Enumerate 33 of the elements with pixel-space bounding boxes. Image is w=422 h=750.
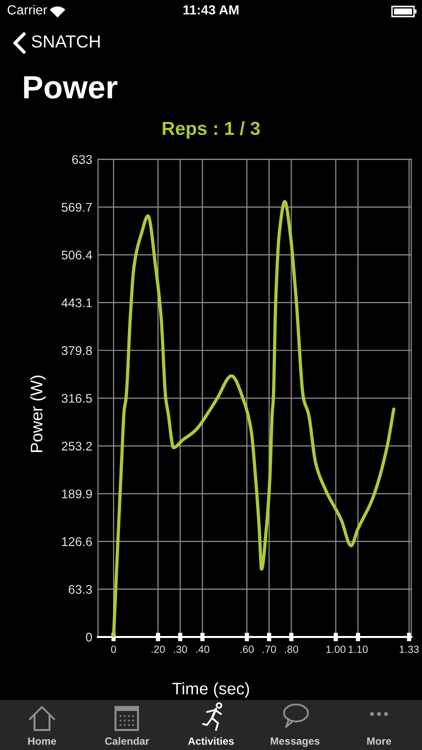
x-tick-label: .70 [262, 646, 276, 653]
x-tick-label: 1.10 [348, 646, 368, 653]
x-tick-label: .40 [196, 646, 210, 653]
y-tick-label: 63.3 [68, 585, 92, 594]
text: Activities [188, 737, 234, 745]
x-tick-label: 1.33 [400, 646, 419, 653]
x-tick-label: .20 [152, 646, 165, 653]
text: Calendar [105, 737, 150, 745]
y-tick-label: 633 [72, 155, 92, 164]
x-tick-label: 1.00 [326, 646, 346, 653]
y-tick-label: 443.1 [61, 298, 92, 308]
text: Messages [270, 737, 320, 747]
text: SNATCH [32, 35, 100, 48]
x-tick-label: .60 [240, 646, 254, 653]
text: More [367, 738, 392, 745]
y-tick-label: 126.6 [62, 537, 92, 546]
x-tick-label: .80 [285, 646, 298, 653]
y-tick-label: 379.8 [62, 346, 92, 356]
text: 11:43 AM [183, 5, 238, 15]
y-tick-label: 569.7 [62, 202, 92, 212]
text: Carrier [8, 4, 48, 15]
y-tick-label: 506.4 [62, 250, 92, 260]
y-axis-title: Power (W) [30, 376, 46, 452]
x-axis-title: Time (sec) [172, 682, 250, 698]
text: Home [28, 738, 56, 745]
x-tick-label: 0 [111, 646, 116, 653]
y-tick-label: 253.2 [62, 442, 92, 451]
chart-subtitle: Reps : 1 / 3 [162, 121, 260, 139]
x-tick-label: .30 [174, 646, 188, 653]
y-tick-label: 189.9 [62, 489, 92, 498]
chart-title: Power [24, 76, 118, 99]
y-tick-label: 0 [86, 632, 92, 642]
y-tick-label: 316.5 [62, 394, 92, 403]
